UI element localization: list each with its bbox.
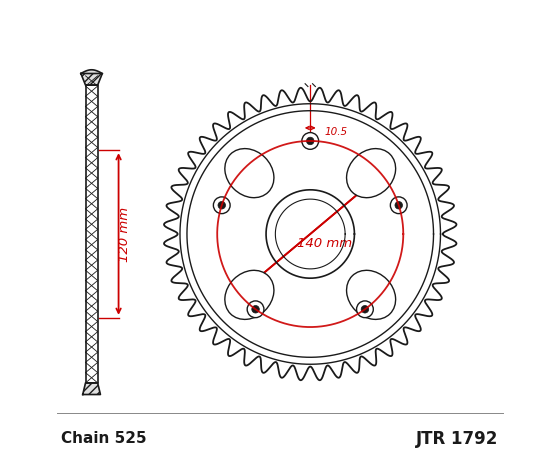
Text: 10.5: 10.5 (324, 127, 347, 137)
Circle shape (306, 137, 314, 145)
Text: 120 mm: 120 mm (118, 206, 130, 262)
Circle shape (361, 306, 368, 313)
Circle shape (247, 301, 264, 318)
Circle shape (395, 202, 403, 209)
Polygon shape (83, 383, 100, 395)
Text: 140 mm: 140 mm (297, 237, 352, 250)
Circle shape (302, 132, 319, 149)
Ellipse shape (225, 271, 274, 319)
Circle shape (252, 306, 259, 313)
Circle shape (390, 197, 407, 213)
Ellipse shape (347, 271, 395, 319)
Ellipse shape (225, 149, 274, 197)
Ellipse shape (347, 149, 395, 197)
Circle shape (357, 301, 374, 318)
Text: JTR 1792: JTR 1792 (416, 430, 498, 448)
Polygon shape (81, 73, 102, 85)
Circle shape (213, 197, 230, 213)
Text: Chain 525: Chain 525 (62, 431, 147, 446)
Circle shape (218, 202, 226, 209)
